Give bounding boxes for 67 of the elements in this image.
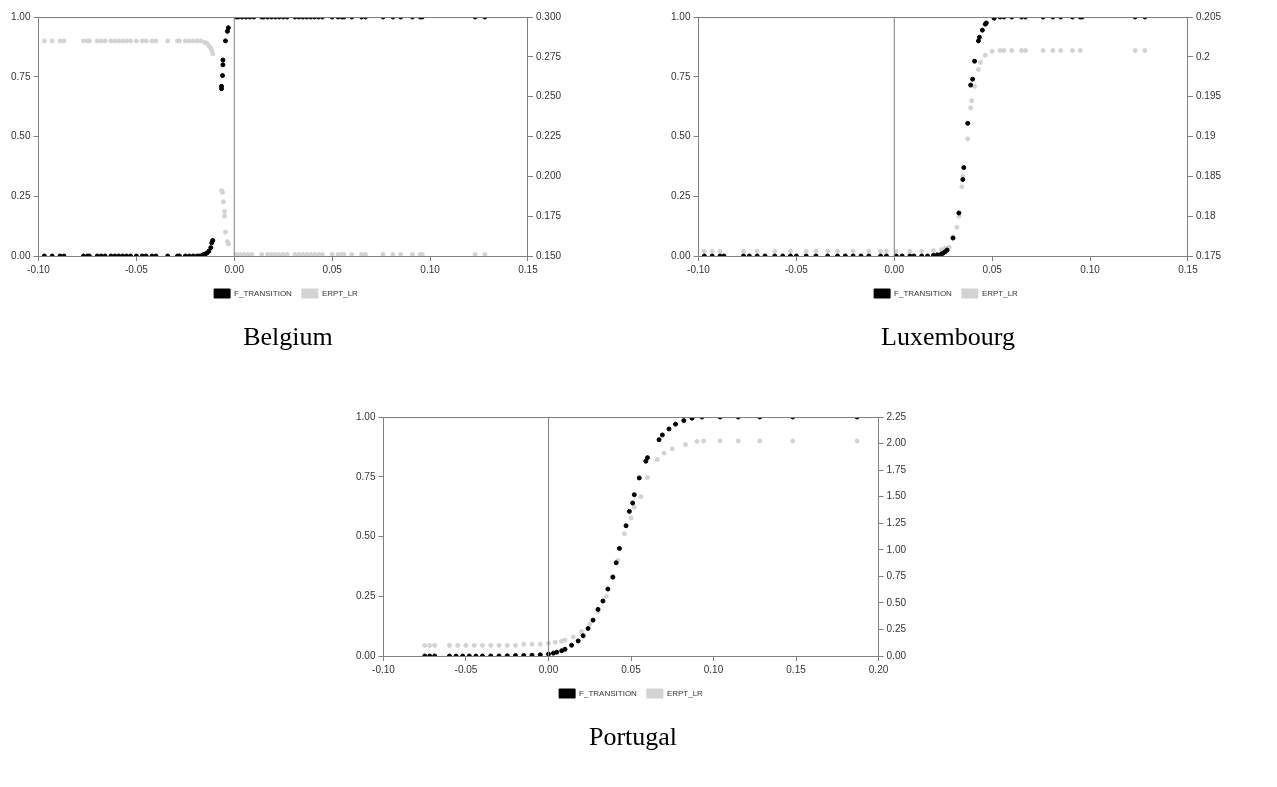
y2-tick-label: 0.200 — [535, 170, 562, 182]
y-tick-label: 0.00 — [10, 249, 31, 261]
y2-tick-label: 2.25 — [886, 410, 907, 422]
y2-tick-label: 0.185 — [1195, 170, 1222, 182]
x-tick-label: 0.15 — [518, 263, 539, 275]
y2-tick-label: 0.25 — [886, 623, 907, 635]
y2-tick-label: 0.150 — [535, 249, 562, 261]
y2-tick-label: 0.175 — [1195, 249, 1222, 261]
x-tick-label: -0.05 — [124, 263, 149, 275]
x-tick-label: 0.00 — [884, 263, 905, 275]
legend-label: F_TRANSITION — [579, 688, 638, 698]
x-tick-label: 0.05 — [621, 663, 642, 675]
y2-tick-label: 0.250 — [535, 90, 562, 102]
y2-tick-label: 1.25 — [886, 516, 907, 528]
text: Belgium — [242, 322, 334, 352]
y-tick-label: 0.75 — [10, 70, 31, 82]
x-tick-label: -0.05 — [784, 263, 809, 275]
y2-tick-label: 1.50 — [886, 490, 907, 502]
y2-tick-label: 0.00 — [886, 649, 907, 661]
legend-label: ERPT_LR — [321, 288, 359, 298]
x-tick-label: -0.10 — [687, 263, 711, 275]
y-tick-label: 1.00 — [10, 10, 31, 22]
y2-tick-label: 1.75 — [886, 463, 907, 475]
x-tick-label: 0.00 — [224, 263, 245, 275]
y2-tick-label: 1.00 — [886, 543, 907, 555]
y2-tick-label: 0.75 — [886, 570, 907, 582]
x-tick-label: 0.15 — [786, 663, 807, 675]
x-tick-label: 0.05 — [322, 263, 343, 275]
y-tick-label: 0.75 — [355, 470, 376, 482]
legend-label: F_TRANSITION — [234, 288, 293, 298]
y-tick-label: 0.50 — [670, 130, 691, 142]
text: Luxembourg — [880, 322, 1016, 352]
y-tick-label: 1.00 — [355, 410, 376, 422]
legend-label: ERPT_LR — [666, 688, 704, 698]
x-tick-label: -0.10 — [27, 263, 51, 275]
y-tick-label: 0.25 — [10, 190, 31, 201]
y2-tick-label: 2.00 — [886, 437, 907, 449]
x-tick-label: 0.00 — [538, 663, 559, 675]
x-tick-label: 0.05 — [982, 263, 1003, 275]
y-tick-label: 0.00 — [670, 249, 691, 261]
text: Portugal — [587, 722, 679, 752]
x-tick-label: -0.05 — [454, 663, 478, 675]
y2-tick-label: 0.225 — [535, 130, 562, 142]
y2-tick-label: 0.50 — [886, 596, 907, 608]
y2-tick-label: 0.195 — [1195, 90, 1222, 102]
y2-tick-label: 0.205 — [1195, 10, 1222, 22]
x-tick-label: 0.10 — [420, 263, 441, 275]
y2-tick-label: 0.275 — [535, 50, 562, 62]
legend-label: ERPT_LR — [981, 288, 1019, 298]
x-tick-label: -0.10 — [372, 663, 396, 675]
x-tick-label: 0.15 — [1178, 263, 1199, 275]
legend-label: F_TRANSITION — [894, 288, 953, 298]
x-tick-label: 0.10 — [703, 663, 724, 675]
x-tick-label: 0.20 — [868, 663, 889, 675]
y2-tick-label: 0.175 — [535, 209, 562, 221]
y-tick-label: 0.00 — [355, 649, 376, 661]
y-tick-label: 0.25 — [670, 190, 691, 201]
y-tick-label: 0.50 — [355, 530, 376, 542]
y-tick-label: 1.00 — [670, 10, 691, 22]
x-tick-label: 0.10 — [1080, 263, 1101, 275]
y2-tick-label: 0.19 — [1195, 130, 1216, 142]
y2-tick-label: 0.2 — [1195, 50, 1211, 62]
y-tick-label: 0.25 — [355, 590, 376, 601]
y-tick-label: 0.50 — [10, 130, 31, 142]
y2-tick-label: 0.18 — [1195, 209, 1216, 221]
y2-tick-label: 0.300 — [535, 10, 562, 22]
y-tick-label: 0.75 — [670, 70, 691, 82]
